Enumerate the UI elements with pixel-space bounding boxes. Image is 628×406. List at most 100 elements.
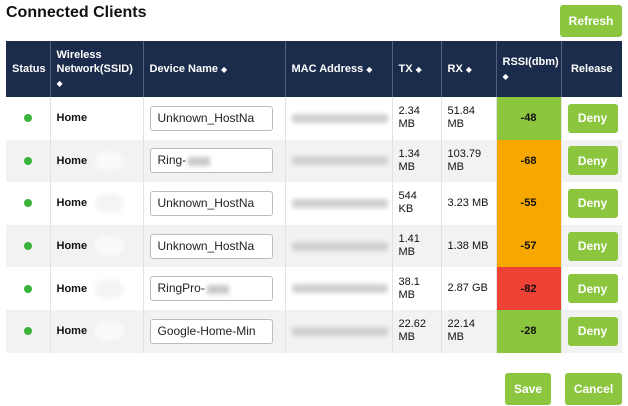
mac-address-cell	[285, 139, 393, 183]
sort-icon[interactable]: ◆	[465, 64, 472, 74]
table-header-row: Status Wireless Network(SSID) ◆ Device N…	[6, 41, 622, 97]
ssid-cell: Home	[50, 267, 144, 310]
device-name-input[interactable]: Ring-	[149, 148, 273, 174]
column-label-tx: TX	[398, 62, 413, 75]
device-name-input[interactable]: Unknown_HostNa	[149, 190, 273, 216]
deny-button[interactable]: Deny	[567, 231, 618, 261]
redacted-text	[95, 194, 124, 213]
deny-button[interactable]: Deny	[567, 188, 618, 218]
ssid-text: Home	[56, 282, 88, 295]
tx-cell: 2.34 MB	[392, 97, 442, 140]
column-header-rx[interactable]: RX ◆	[441, 41, 497, 97]
tx-cell: 1.34 MB	[392, 139, 442, 183]
status-cell	[6, 309, 51, 353]
rssi-cell: -55	[496, 182, 562, 225]
rssi-cell: -57	[496, 224, 562, 268]
mac-address-cell	[285, 97, 393, 140]
column-header-release: Release	[561, 41, 622, 97]
status-online-icon	[23, 156, 32, 165]
table-row: Home Unknown_HostNa 544 KB 3.23 MB -55 Deny	[6, 182, 622, 225]
status-online-icon	[23, 284, 32, 293]
column-header-mac-address[interactable]: MAC Address ◆	[285, 41, 393, 97]
ssid-cell: Home	[50, 97, 144, 140]
column-label-release: Release	[570, 63, 613, 75]
deny-button[interactable]: Deny	[567, 274, 618, 304]
table-row: Home RingPro- 38.1 MB 2.87 GB -82 Deny	[6, 267, 622, 310]
ssid-text: Home	[56, 112, 88, 125]
redacted-mac-address	[291, 284, 388, 294]
column-header-ssid[interactable]: Wireless Network(SSID) ◆	[50, 41, 144, 97]
device-name-cell: Google-Home-Min	[143, 309, 286, 353]
device-name-cell: Unknown_HostNa	[143, 224, 286, 268]
deny-button[interactable]: Deny	[567, 103, 618, 133]
mac-address-cell	[285, 267, 393, 310]
device-name-value: Google-Home-Min	[157, 323, 256, 338]
sort-icon[interactable]: ◆	[415, 64, 422, 74]
device-name-cell: RingPro-	[143, 267, 286, 310]
release-cell: Deny	[561, 97, 622, 140]
tx-cell: 544 KB	[392, 182, 442, 225]
column-label-status: Status	[12, 63, 46, 75]
column-header-device-name[interactable]: Device Name ◆	[143, 41, 286, 97]
device-name-value: Unknown_HostNa	[157, 195, 255, 210]
status-cell	[6, 182, 51, 225]
refresh-button[interactable]: Refresh	[560, 5, 622, 37]
device-name-value: Ring-	[157, 153, 187, 168]
status-online-icon	[23, 199, 32, 208]
redacted-mac-address	[291, 198, 388, 208]
device-name-value: Unknown_HostNa	[157, 110, 255, 125]
ssid-text: Home	[56, 325, 88, 338]
ssid-cell: Home	[50, 309, 144, 353]
rx-cell: 1.38 MB	[441, 224, 497, 268]
column-header-rssi[interactable]: RSSI(dbm) ◆	[496, 41, 562, 97]
release-cell: Deny	[561, 224, 622, 268]
cancel-button[interactable]: Cancel	[565, 373, 622, 405]
redacted-mac-address	[291, 241, 388, 251]
rssi-cell: -48	[496, 97, 562, 140]
page-title: Connected Clients	[6, 4, 147, 21]
column-label-rssi: RSSI(dbm)	[502, 55, 559, 68]
deny-button[interactable]: Deny	[567, 146, 618, 176]
sort-icon[interactable]: ◆	[502, 71, 509, 81]
redacted-text	[95, 237, 124, 256]
sort-icon[interactable]: ◆	[221, 64, 228, 74]
redacted-mac-address	[291, 156, 388, 166]
mac-address-cell	[285, 224, 393, 268]
table-row: Home Google-Home-Min 22.62 MB 22.14 MB -28 De…	[6, 309, 622, 353]
column-header-tx[interactable]: TX ◆	[392, 41, 442, 97]
column-header-status: Status	[6, 41, 51, 97]
status-online-icon	[23, 327, 32, 336]
status-cell	[6, 224, 51, 268]
deny-button[interactable]: Deny	[567, 316, 618, 346]
column-label-ssid: Wireless Network(SSID)	[56, 48, 133, 75]
rx-cell: 3.23 MB	[441, 182, 497, 225]
rssi-cell: -82	[496, 267, 562, 310]
redacted-mac-address	[291, 326, 388, 336]
ssid-text: Home	[56, 197, 88, 210]
device-name-input[interactable]: RingPro-	[149, 276, 273, 302]
save-button[interactable]: Save	[505, 373, 551, 405]
rssi-cell: -68	[496, 139, 562, 183]
status-cell	[6, 139, 51, 183]
table-row: Home Unknown_HostNa 2.34 MB 51.84 MB -48 Deny	[6, 97, 622, 140]
column-label-device-name: Device Name	[149, 62, 219, 75]
sort-icon[interactable]: ◆	[366, 64, 373, 74]
device-name-input[interactable]: Google-Home-Min	[149, 318, 273, 344]
tx-cell: 22.62 MB	[392, 309, 442, 353]
device-name-input[interactable]: Unknown_HostNa	[149, 233, 273, 259]
table-row: Home Unknown_HostNa 1.41 MB 1.38 MB -57 Deny	[6, 224, 622, 268]
device-name-input[interactable]: Unknown_HostNa	[149, 105, 273, 131]
sort-icon[interactable]: ◆	[56, 78, 63, 88]
mac-address-cell	[285, 182, 393, 225]
redacted-mac-address	[291, 113, 388, 123]
rssi-cell: -28	[496, 309, 562, 353]
clients-table: Status Wireless Network(SSID) ◆ Device N…	[6, 41, 622, 353]
table-row: Home Ring- 1.34 MB 103.79 MB -68 Deny	[6, 139, 622, 183]
ssid-cell: Home	[50, 224, 144, 268]
rx-cell: 51.84 MB	[441, 97, 497, 140]
rx-cell: 103.79 MB	[441, 139, 497, 183]
column-label-mac-address: MAC Address	[291, 62, 364, 75]
rx-cell: 2.87 GB	[441, 267, 497, 310]
status-online-icon	[23, 114, 32, 123]
ssid-text: Home	[56, 240, 88, 253]
